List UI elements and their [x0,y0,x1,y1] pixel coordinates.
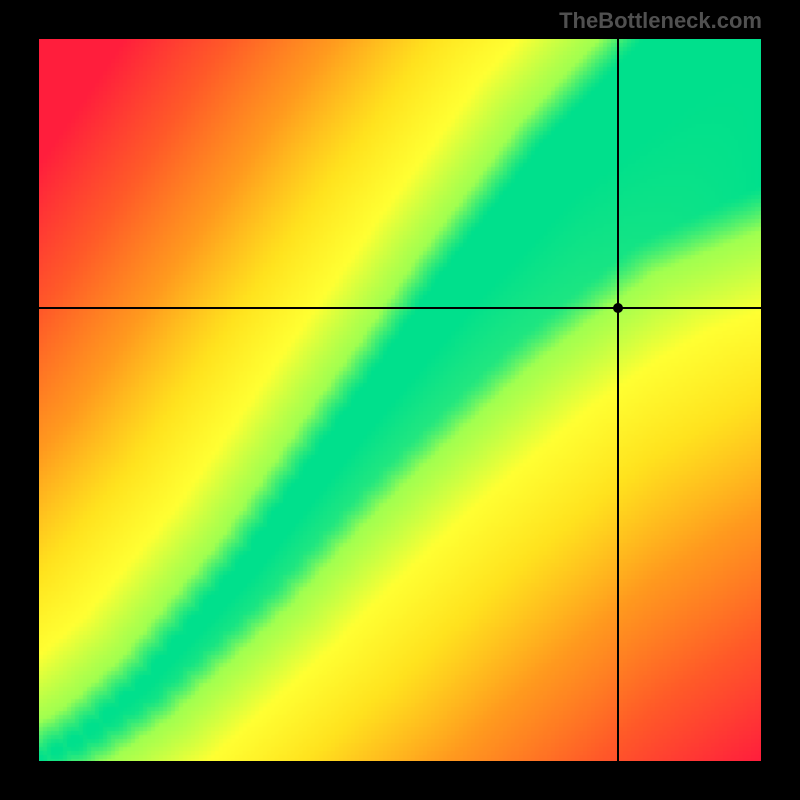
heatmap-plot [39,39,761,761]
watermark-text: TheBottleneck.com [559,8,762,34]
crosshair-vertical [617,39,619,761]
crosshair-horizontal [39,307,761,309]
heatmap-canvas [39,39,761,761]
